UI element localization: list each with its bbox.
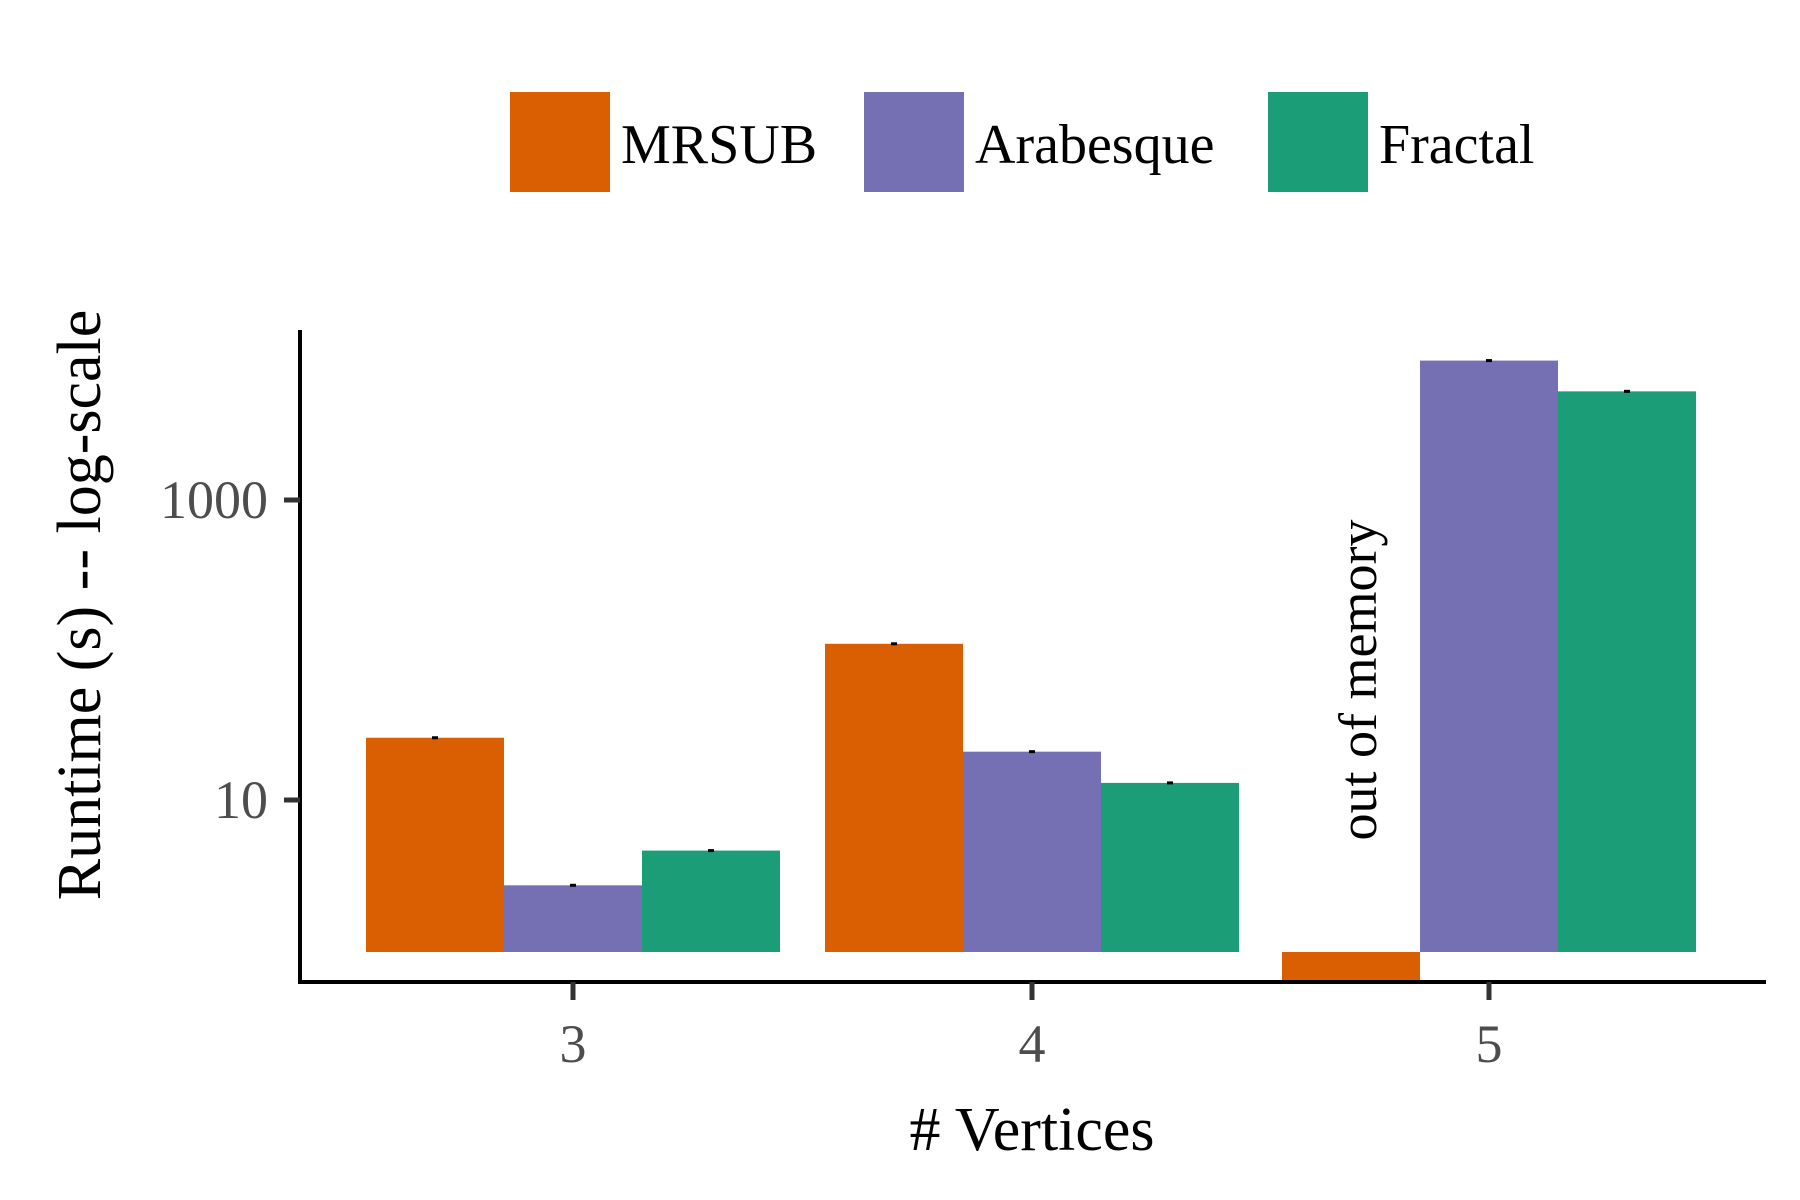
x-ticks: 3 4 5 [560,982,1503,1074]
y-axis-title: Runtime (s) -- log-scale [46,310,114,901]
x-tick-label: 5 [1476,1014,1503,1074]
legend-key-mrsub [510,92,610,192]
bars [366,359,1696,980]
y-ticks: 10 1000 [160,470,300,830]
bar-arabesque-3 [504,885,642,952]
annotation-out-of-memory: out of memory [1328,520,1388,841]
legend-label-mrsub: MRSUB [621,114,817,176]
legend-key-fractal [1268,92,1368,192]
legend: MRSUB Arabesque Fractal [510,92,1534,192]
y-tick-label: 10 [214,770,268,830]
bar-arabesque-4 [963,751,1101,952]
bar-mrsub-4 [825,643,963,952]
y-tick-label: 1000 [160,470,268,530]
x-axis-title: # Vertices [909,1096,1154,1164]
x-tick-label: 3 [560,1014,587,1074]
bar-arabesque-5 [1420,360,1558,952]
bar-fractal-5 [1558,391,1696,952]
legend-label-fractal: Fractal [1379,114,1534,176]
bar-mrsub-5-missing [1282,952,1420,980]
legend-key-arabesque [864,92,964,192]
annotations: out of memory [1328,520,1388,841]
bar-fractal-4 [1101,782,1239,952]
bar-fractal-3 [642,850,780,952]
legend-label-arabesque: Arabesque [975,114,1214,176]
bar-mrsub-3 [366,737,504,952]
x-tick-label: 4 [1019,1014,1046,1074]
